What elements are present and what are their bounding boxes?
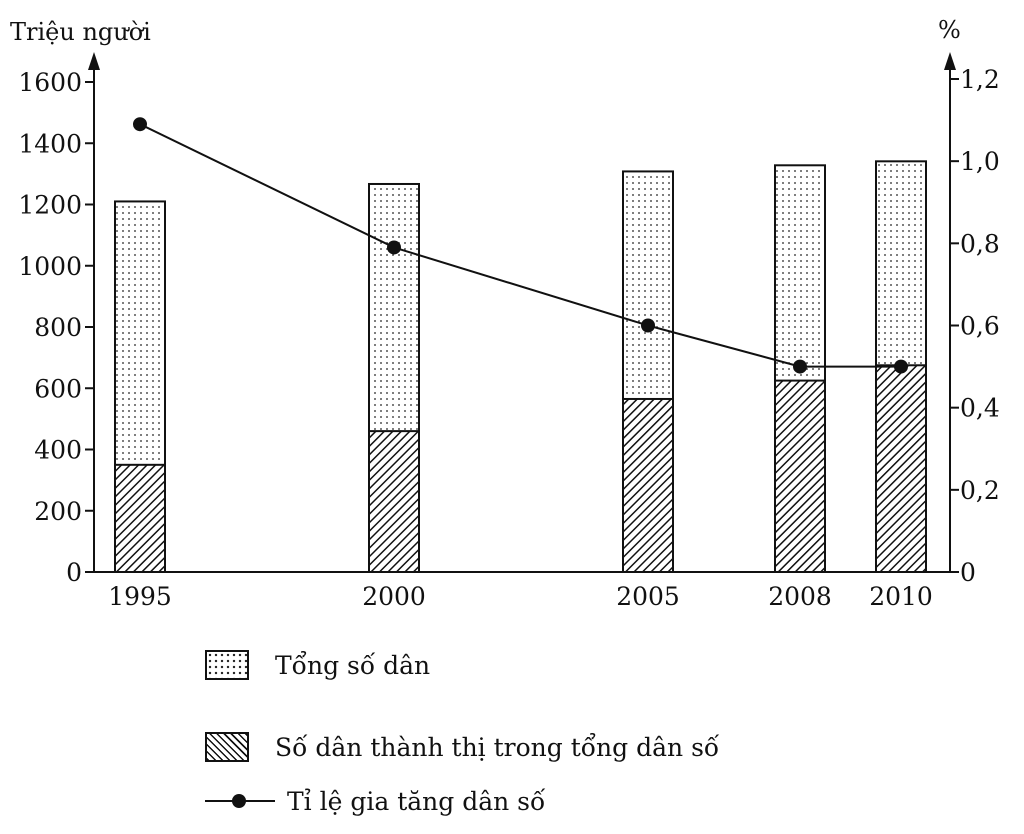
legend-item-urban: Số dân thành thị trong tổng dân số (205, 732, 719, 762)
growth-rate-point (133, 117, 147, 132)
left-tick-label: 1400 (18, 129, 82, 158)
left-tick-label: 600 (34, 374, 82, 403)
growth-rate-point (387, 240, 401, 255)
right-tick-label: 0 (960, 558, 976, 587)
left-axis-title: Triệu người (10, 18, 151, 46)
legend-label-total: Tổng số dân (275, 650, 431, 680)
growth-rate-point (793, 359, 807, 374)
bar-urban-population (875, 364, 927, 573)
line-marker-swatch (205, 786, 275, 816)
right-tick-label: 0,8 (960, 229, 1000, 258)
right-axis-title: % (938, 16, 961, 44)
legend-item-growth: Tỉ lệ gia tăng dân số (205, 786, 545, 816)
growth-rate-point (641, 318, 655, 333)
right-tick-label: 0,6 (960, 312, 1000, 341)
hatched-swatch (205, 732, 249, 762)
x-tick-label: 2000 (362, 582, 426, 611)
left-tick-label: 1600 (18, 68, 82, 97)
legend-item-total: Tổng số dân (205, 650, 430, 680)
bar-urban-population (774, 379, 826, 573)
legend-label-growth: Tỉ lệ gia tăng dân số (287, 786, 546, 816)
dotted-swatch (205, 650, 249, 680)
left-tick-label: 1000 (18, 252, 82, 281)
left-tick-label: 200 (34, 497, 82, 526)
left-tick-label: 0 (66, 558, 82, 587)
right-tick-label: 1,0 (960, 147, 1000, 176)
right-tick-label: 0,4 (960, 394, 1000, 423)
population-chart: Triệu người % 0 200 400 600 800 1000 1200 1400 160… (10, 16, 1000, 611)
left-tick-label: 400 (34, 436, 82, 465)
right-tick-label: 1,2 (960, 65, 1000, 94)
legend-label-urban: Số dân thành thị trong tổng dân số (275, 732, 720, 762)
left-axis-arrow (88, 52, 100, 70)
growth-rate-point (894, 359, 908, 374)
x-tick-label: 1995 (108, 582, 172, 611)
right-axis-arrow (944, 52, 956, 70)
bar-urban-population (368, 430, 420, 573)
x-tick-label: 2008 (768, 582, 832, 611)
x-tick-label: 2005 (616, 582, 680, 611)
bar-urban-population (622, 397, 674, 573)
right-tick-label: 0,2 (960, 476, 1000, 505)
left-tick-label: 800 (34, 313, 82, 342)
bar-urban-population (114, 463, 166, 573)
x-tick-label: 2010 (869, 582, 933, 611)
left-tick-label: 1200 (18, 191, 82, 220)
